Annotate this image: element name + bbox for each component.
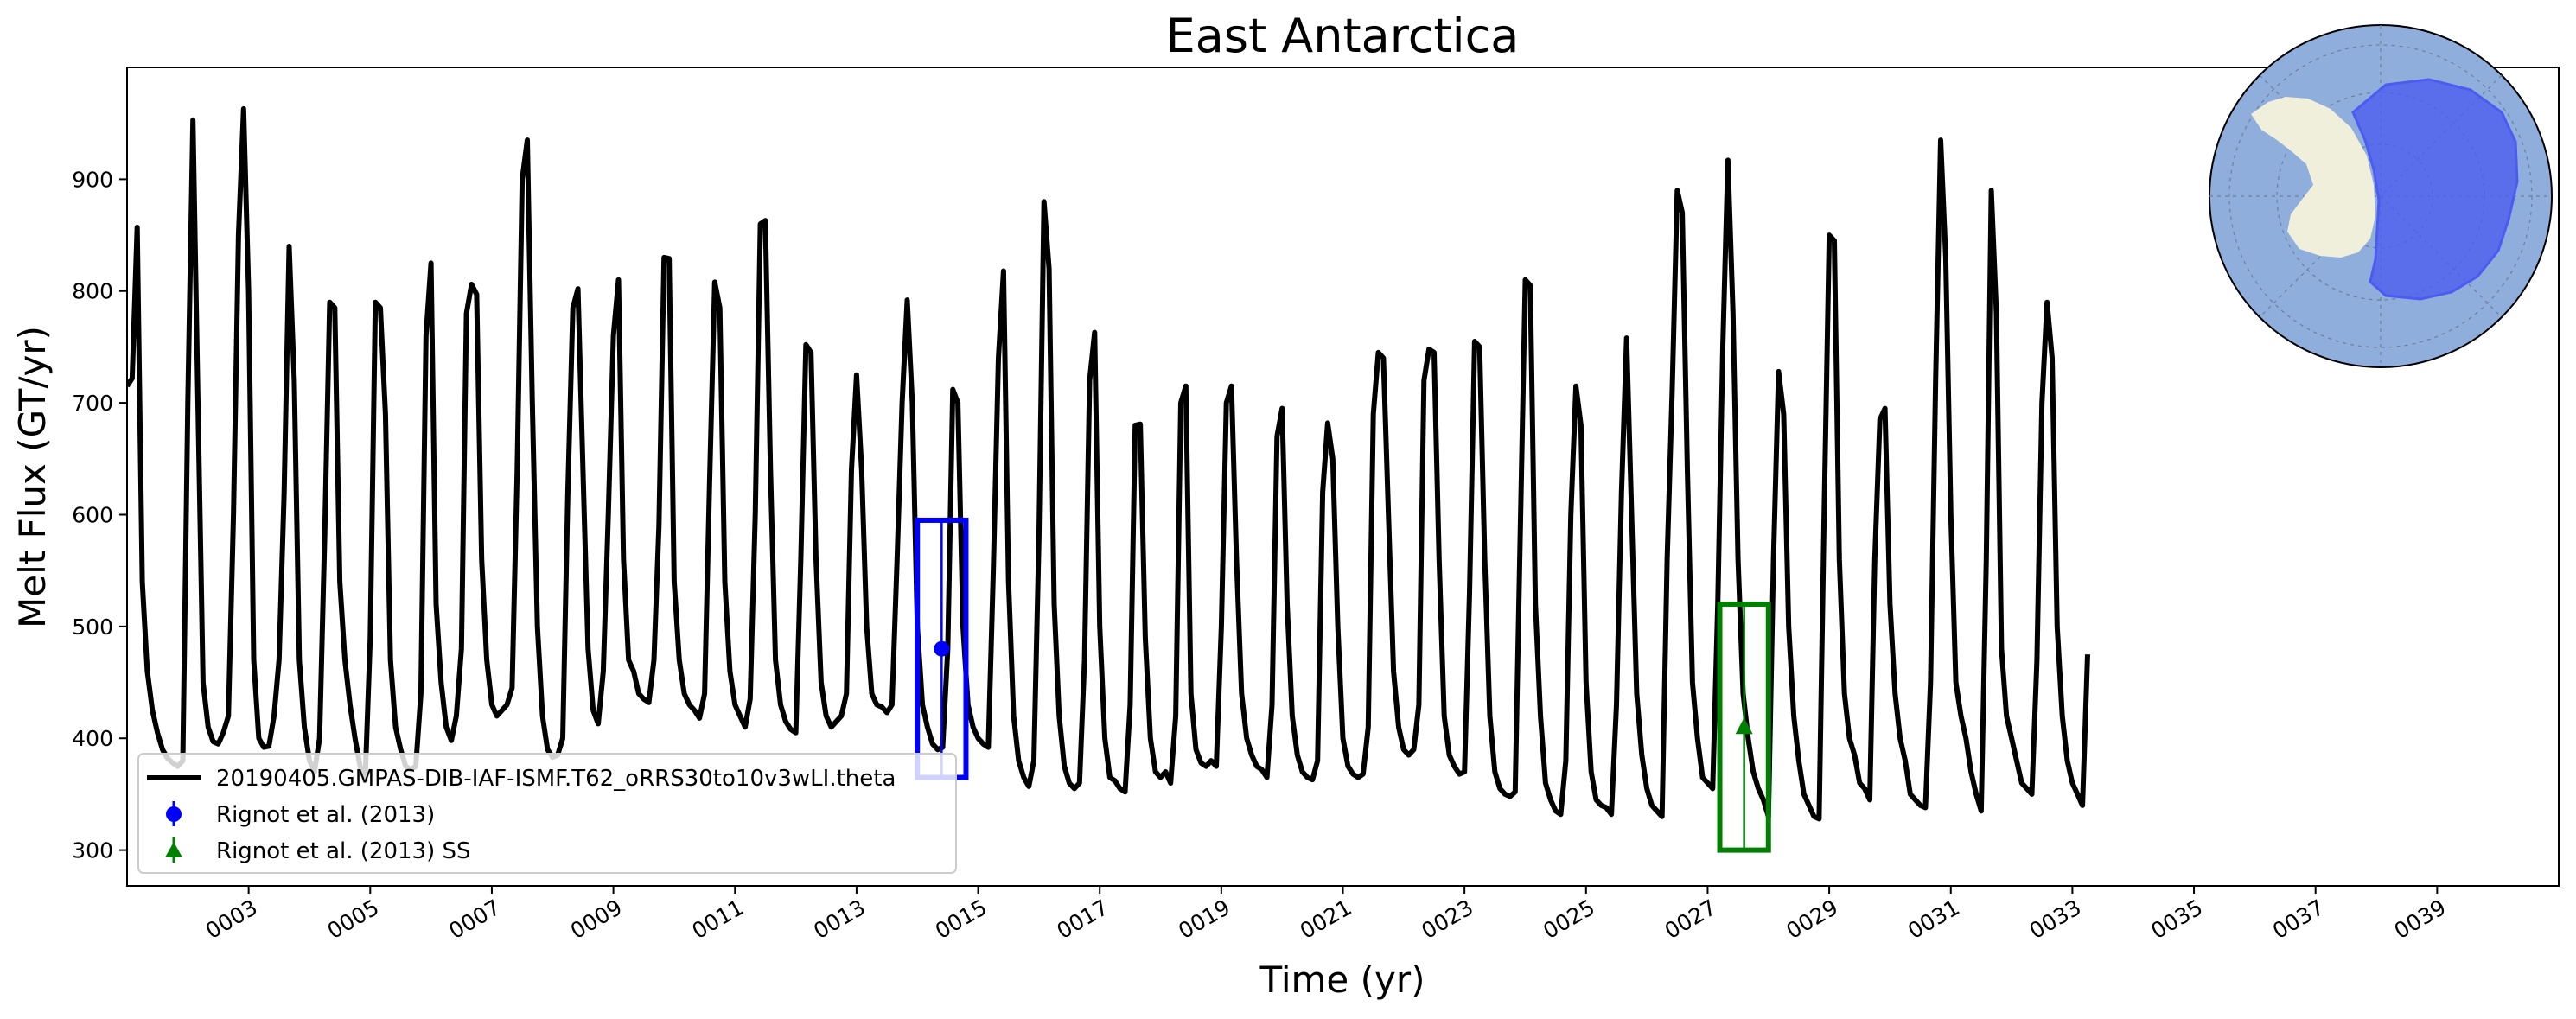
chart-title: East Antarctica — [1166, 9, 1520, 63]
y-tick-label: 900 — [72, 167, 113, 192]
x-tick-label: 0011 — [688, 895, 749, 944]
x-tick-label: 0031 — [1903, 895, 1964, 944]
y-tick-label: 500 — [72, 615, 113, 640]
x-tick-label: 0015 — [931, 895, 992, 944]
x-tick-label: 0027 — [1661, 895, 1721, 944]
x-tick-label: 0009 — [566, 895, 627, 944]
y-axis-title: Melt Flux (GT/yr) — [11, 326, 54, 628]
x-tick-label: 0021 — [1296, 895, 1356, 944]
legend-box — [137, 753, 957, 874]
legend: 20190405.GMPAS-DIB-IAF-ISMF.T62_oRRS30to… — [137, 753, 957, 874]
legend-obs1-marker — [166, 806, 182, 822]
x-axis-title: Time (yr) — [1259, 958, 1425, 1001]
series-line — [127, 105, 2090, 822]
y-tick-label: 400 — [72, 726, 113, 751]
legend-label-obs1: Rignot et al. (2013) — [216, 802, 435, 828]
x-tick-label: 0019 — [1174, 895, 1234, 944]
x-tick-label: 0013 — [809, 895, 870, 944]
y-tick-label: 800 — [72, 279, 113, 304]
x-tick-label: 0029 — [1782, 895, 1842, 944]
y-tick-label: 600 — [72, 502, 113, 527]
x-tick-label: 0039 — [2390, 895, 2451, 944]
x-tick-label: 0007 — [444, 895, 505, 944]
x-tick-label: 0025 — [1539, 895, 1599, 944]
antarctica-land — [2251, 97, 2375, 258]
obs-marker-1 — [934, 640, 950, 657]
x-tick-label: 0005 — [323, 895, 384, 944]
x-tick-label: 0033 — [2025, 895, 2086, 944]
x-tick-label: 0037 — [2268, 895, 2329, 944]
x-tick-label: 0003 — [201, 895, 262, 944]
x-tick-label: 0017 — [1053, 895, 1113, 944]
legend-obs2-marker — [165, 842, 182, 857]
x-tick-label: 0023 — [1418, 895, 1478, 944]
y-tick-label: 700 — [72, 391, 113, 416]
obs-marker-2 — [1735, 717, 1753, 735]
x-tick-label: 0035 — [2146, 895, 2207, 944]
legend-label-obs2: Rignot et al. (2013) SS — [216, 838, 471, 864]
legend-label-model: 20190405.GMPAS-DIB-IAF-ISMF.T62_oRRS30to… — [216, 766, 896, 792]
y-tick-label: 300 — [72, 838, 113, 863]
east-antarctica-region — [2351, 78, 2519, 301]
inset-map — [2209, 24, 2553, 368]
